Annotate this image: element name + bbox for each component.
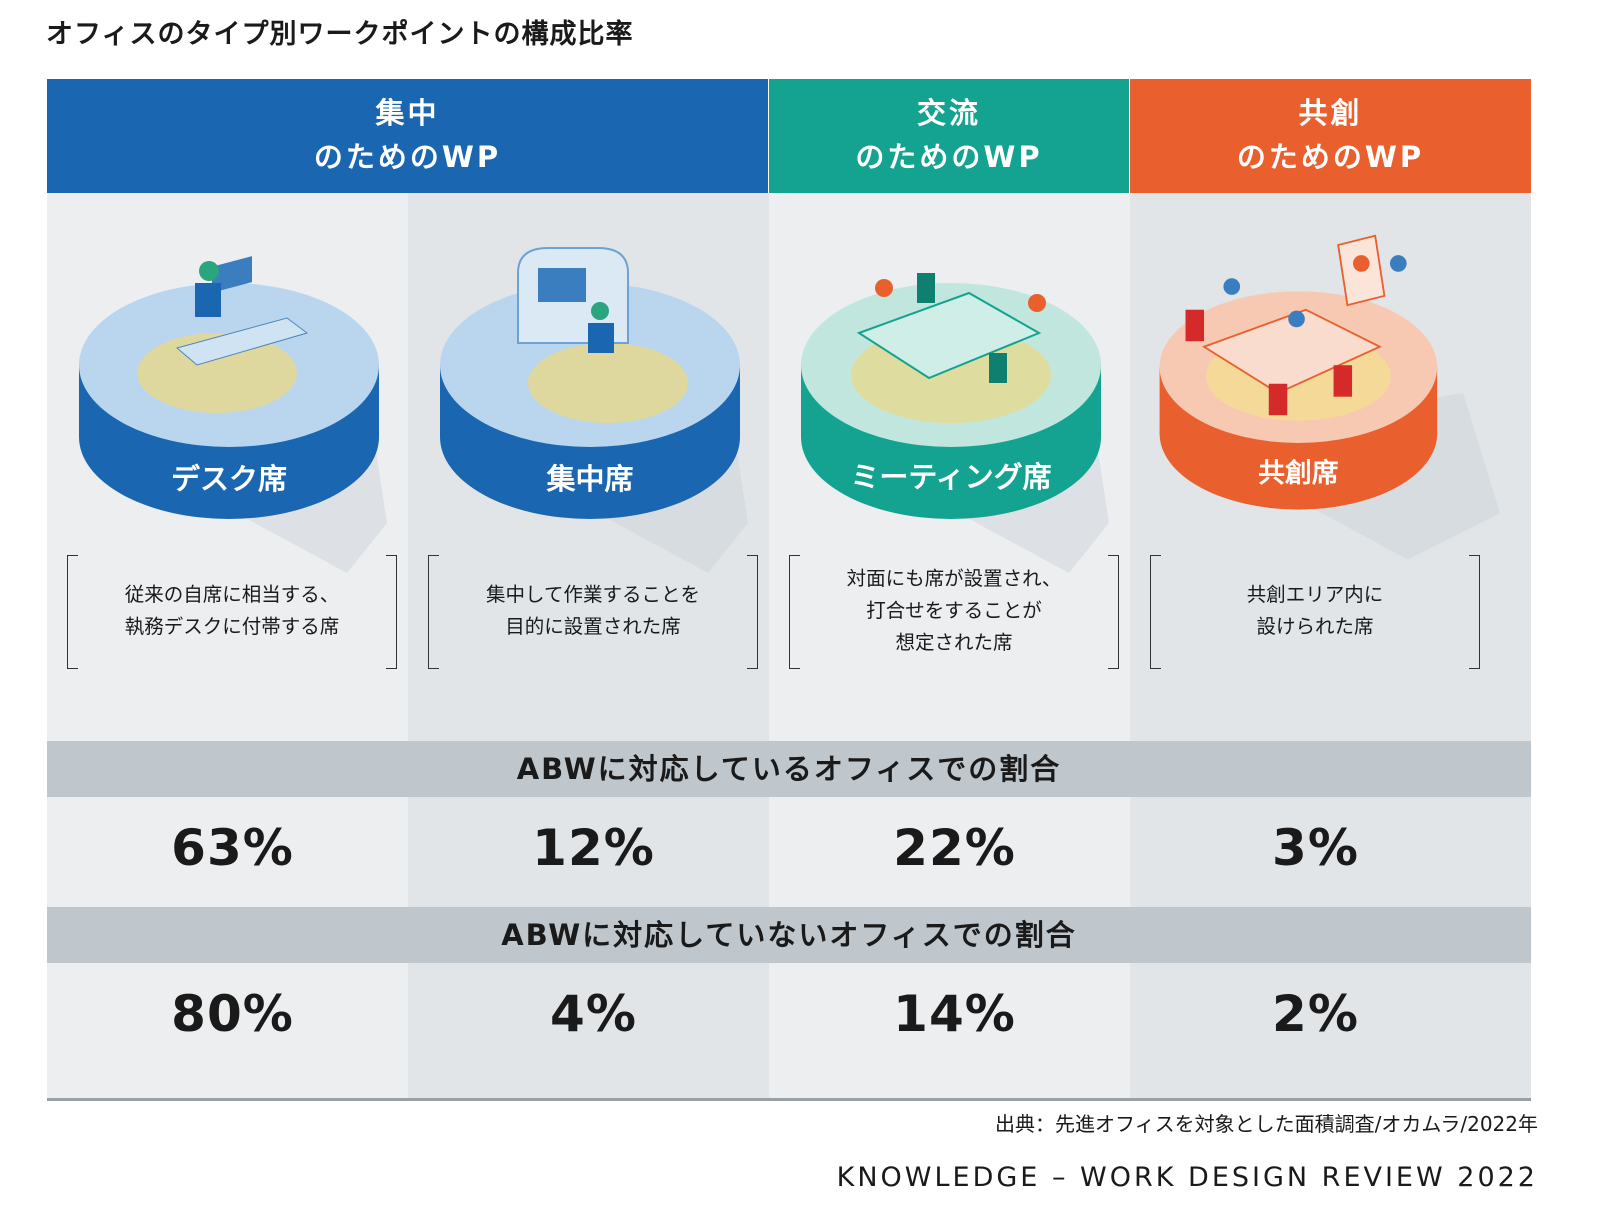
abw-cocreation-value: 3%	[1272, 819, 1359, 877]
chart-title: オフィスのタイプ別ワークポイントの構成比率	[46, 19, 634, 50]
abw-offices-band: ABWに対応しているオフィスでの割合	[47, 741, 1531, 797]
focus-seat-illustration: 集中席	[440, 247, 748, 573]
meeting-seat-label: ミーティング席	[850, 460, 1051, 494]
header-focus-line2: のためのWP	[313, 140, 502, 174]
focus-seat-description: 集中して作業することを 目的に設置された席	[428, 555, 758, 671]
desc-line: 設けられた席	[1256, 615, 1374, 638]
desc-line: 従来の自席に相当する、	[124, 583, 340, 606]
bracket-left	[789, 555, 800, 669]
header-focus-wp: 集中 のためのWP	[47, 79, 768, 193]
meeting-seat-illustration: ミーティング席	[801, 273, 1109, 573]
non-abw-cocreation-value: 2%	[1272, 985, 1359, 1043]
chart-panel: 集中 のためのWP 交流 のためのWP 共創 のためのWP デスク席 集中席	[47, 79, 1531, 1101]
desc-line: 集中して作業することを	[486, 583, 700, 606]
header-focus-line1: 集中	[375, 96, 440, 130]
header-exchange-line1: 交流	[916, 96, 981, 130]
desk-seat-label: デスク席	[171, 462, 287, 496]
desc-line: 対面にも席が設置され、	[846, 567, 1062, 590]
bracket-left	[67, 555, 78, 669]
desk-seat-illustration: デスク席	[79, 256, 387, 573]
focus-seat-label: 集中席	[545, 462, 633, 496]
non-abw-desk-value: 80%	[171, 985, 294, 1043]
non-abw-meeting-value: 14%	[893, 985, 1016, 1043]
source-note: 出典：先進オフィスを対象とした面積調査/オカムラ/2022年	[995, 1112, 1538, 1136]
header-cocreation-line1: 共創	[1298, 96, 1363, 130]
non-abw-focus-value: 4%	[550, 985, 637, 1043]
header-cocreation-wp: 共創 のためのWP	[1130, 79, 1531, 193]
abw-focus-value: 12%	[532, 819, 655, 877]
cocreation-seat-description: 共創エリア内に 設けられた席	[1150, 555, 1480, 671]
bracket-right	[1108, 555, 1119, 669]
bracket-left	[428, 555, 439, 669]
header-cocreation-line2: のためのWP	[1236, 140, 1425, 174]
cocreation-seat-label: 共創席	[1258, 457, 1338, 489]
desc-line: 執務デスクに付帯する席	[124, 615, 340, 638]
bottom-rule	[47, 1098, 1531, 1101]
desc-line: 目的に設置された席	[505, 615, 681, 638]
abw-meeting-value: 22%	[893, 819, 1016, 877]
desc-line: 共創エリア内に	[1246, 583, 1384, 606]
bracket-right	[386, 555, 397, 669]
cocreation-seat-illustration: 共創席	[1159, 234, 1501, 560]
abw-desk-value: 63%	[171, 819, 294, 877]
desc-line: 想定された席	[895, 631, 1013, 654]
bracket-right	[1469, 555, 1480, 669]
desk-seat-description: 従来の自席に相当する、 執務デスクに付帯する席	[67, 555, 397, 671]
non-abw-offices-band: ABWに対応していないオフィスでの割合	[47, 907, 1531, 963]
bracket-right	[747, 555, 758, 669]
header-exchange-wp: 交流 のためのWP	[769, 79, 1129, 193]
meeting-seat-description: 対面にも席が設置され、 打合せをすることが 想定された席	[789, 555, 1119, 671]
brand-footer: KNOWLEDGE – WORK DESIGN REVIEW 2022	[836, 1162, 1538, 1193]
bracket-left	[1150, 555, 1161, 669]
desc-line: 打合せをすることが	[866, 599, 1042, 622]
header-exchange-line2: のためのWP	[855, 140, 1043, 174]
